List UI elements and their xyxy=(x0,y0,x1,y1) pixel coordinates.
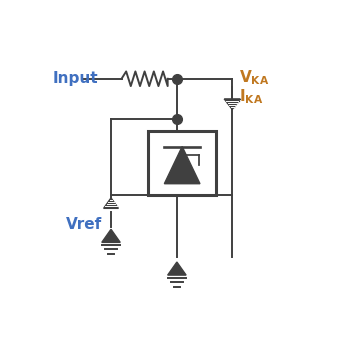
Text: Input: Input xyxy=(53,71,99,86)
Text: $\mathbf{I_{KA}}$: $\mathbf{I_{KA}}$ xyxy=(239,88,263,106)
Text: $\mathbf{V_{KA}}$: $\mathbf{V_{KA}}$ xyxy=(239,68,269,87)
Polygon shape xyxy=(164,147,200,184)
Bar xyxy=(148,131,217,195)
Polygon shape xyxy=(168,262,186,275)
Polygon shape xyxy=(104,198,118,208)
Text: Vref: Vref xyxy=(66,217,102,232)
Polygon shape xyxy=(224,99,240,109)
Polygon shape xyxy=(102,229,120,242)
